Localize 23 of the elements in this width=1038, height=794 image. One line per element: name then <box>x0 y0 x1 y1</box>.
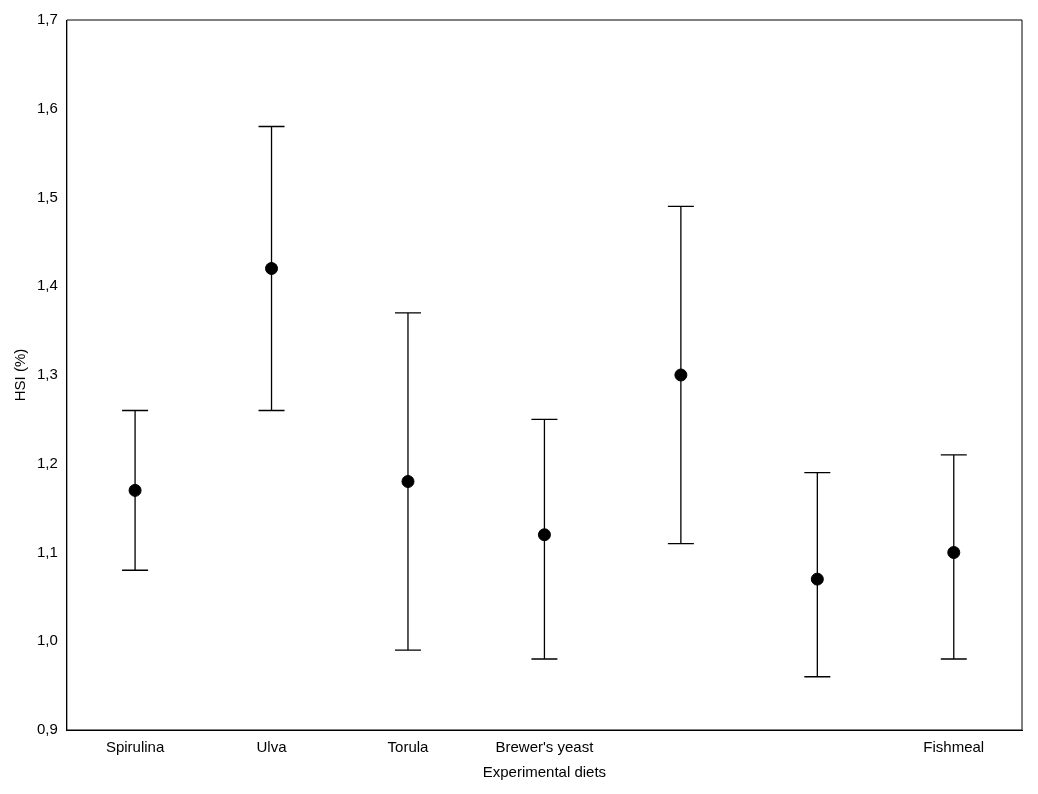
y-tick-label: 1,1 <box>36 542 58 560</box>
y-tick-label: 1,2 <box>36 453 58 471</box>
y-tick-label: 1,6 <box>36 98 58 116</box>
x-tick-label: Torula <box>387 738 430 756</box>
point <box>128 483 142 497</box>
point <box>537 528 551 542</box>
x-tick-label: Fishmeal <box>923 738 985 756</box>
point <box>265 262 279 275</box>
point <box>674 368 688 382</box>
y-tick-label: 0,9 <box>36 720 58 738</box>
y-tick-label: 1,5 <box>36 187 58 205</box>
x-axis-title: Experimental diets <box>482 763 607 781</box>
y-tick-label: 1,3 <box>36 365 58 383</box>
y-tick-label: 1,7 <box>36 10 58 28</box>
point <box>810 572 824 586</box>
y-tick-label: 1,4 <box>36 276 58 294</box>
x-tick-label: Ulva <box>256 738 288 756</box>
y-axis-title: HSI (%) <box>11 348 29 402</box>
x-tick-label: Brewer's yeast <box>495 738 595 756</box>
x-tick-label: Spirulina <box>105 738 165 756</box>
point <box>401 475 415 488</box>
y-tick-label: 1,0 <box>36 631 58 649</box>
point <box>947 546 961 559</box>
